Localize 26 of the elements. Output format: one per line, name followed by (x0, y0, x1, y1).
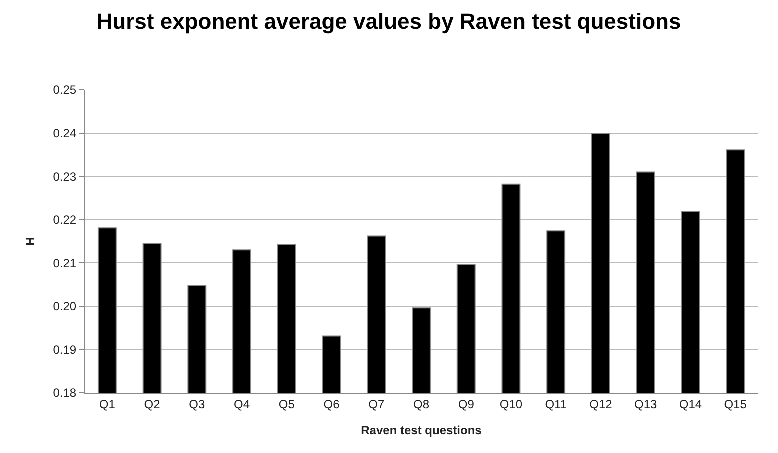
x-tick-label: Q11 (545, 397, 568, 412)
y-tick-label: 0.18 (53, 386, 77, 400)
x-tick-label: Q6 (324, 397, 340, 412)
y-tick-label: 0.19 (53, 342, 77, 357)
y-tick-label: 0.23 (53, 170, 77, 184)
y-tick-label: 0.25 (53, 83, 77, 98)
x-tick-label: Q8 (413, 397, 430, 412)
x-tick-label: Q4 (234, 397, 250, 412)
chart-title: Hurst exponent average values by Raven test questions (96, 8, 682, 34)
x-tick-label: Q5 (278, 397, 296, 412)
x-axis-title: Raven test questions (361, 423, 482, 438)
x-tick-label: Q3 (189, 397, 206, 412)
x-tick-label: Q9 (458, 397, 475, 412)
x-tick-label: Q15 (724, 397, 748, 412)
y-tick-label: 0.22 (53, 213, 77, 228)
x-tick-label: Q13 (634, 397, 658, 412)
x-tick-label: Q14 (679, 397, 702, 412)
y-tick-label: 0.20 (53, 300, 77, 314)
y-tick-label: 0.21 (53, 256, 77, 270)
x-tick-label: Q10 (500, 397, 523, 412)
y-tick-label: 0.24 (53, 126, 77, 140)
x-tick-label: Q2 (144, 397, 161, 412)
y-axis-title: H (24, 237, 38, 246)
x-tick-label: Q1 (99, 397, 116, 412)
x-tick-label: Q12 (590, 397, 613, 412)
x-tick-label: Q7 (368, 397, 385, 412)
